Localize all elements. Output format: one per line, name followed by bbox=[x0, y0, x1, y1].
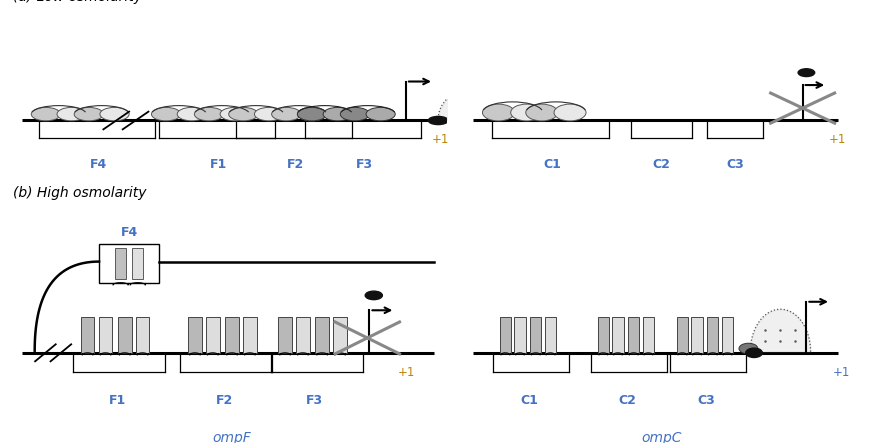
Bar bbox=[115, 248, 126, 280]
Ellipse shape bbox=[194, 107, 223, 121]
Ellipse shape bbox=[526, 104, 558, 121]
Bar bbox=[722, 317, 733, 353]
Text: +1: +1 bbox=[833, 365, 850, 379]
Bar bbox=[136, 317, 150, 353]
Text: F2: F2 bbox=[287, 158, 304, 171]
Circle shape bbox=[745, 348, 762, 358]
Bar bbox=[691, 317, 703, 353]
Ellipse shape bbox=[152, 107, 180, 121]
Ellipse shape bbox=[100, 107, 129, 121]
Bar bbox=[279, 317, 292, 353]
Text: (a) Low osmolarity: (a) Low osmolarity bbox=[13, 0, 143, 4]
Text: ompF: ompF bbox=[213, 431, 251, 443]
Bar bbox=[99, 317, 112, 353]
Text: F1: F1 bbox=[109, 394, 126, 407]
Bar bbox=[545, 317, 556, 353]
Bar bbox=[643, 317, 654, 353]
Ellipse shape bbox=[32, 107, 60, 121]
Text: +1: +1 bbox=[398, 365, 414, 379]
Text: F4: F4 bbox=[121, 226, 138, 239]
Ellipse shape bbox=[366, 107, 395, 121]
Circle shape bbox=[428, 117, 448, 124]
Bar bbox=[499, 317, 511, 353]
Ellipse shape bbox=[74, 107, 103, 121]
Ellipse shape bbox=[554, 104, 586, 121]
Bar bbox=[99, 245, 159, 283]
Bar bbox=[296, 317, 310, 353]
Text: ompC: ompC bbox=[641, 431, 682, 443]
Text: +1: +1 bbox=[829, 133, 846, 146]
Ellipse shape bbox=[511, 104, 543, 121]
Circle shape bbox=[798, 69, 815, 77]
Text: C3: C3 bbox=[726, 158, 744, 171]
Text: (b) High osmolarity: (b) High osmolarity bbox=[13, 186, 146, 200]
Bar bbox=[514, 317, 526, 353]
Bar bbox=[530, 317, 541, 353]
Ellipse shape bbox=[323, 107, 352, 121]
Bar bbox=[612, 317, 624, 353]
Text: F2: F2 bbox=[215, 394, 233, 407]
Text: C1: C1 bbox=[543, 158, 562, 171]
Bar bbox=[707, 317, 718, 353]
Bar bbox=[81, 317, 95, 353]
Ellipse shape bbox=[297, 107, 327, 121]
Text: C2: C2 bbox=[653, 158, 670, 171]
Bar bbox=[206, 317, 220, 353]
Text: C2: C2 bbox=[618, 394, 637, 407]
Bar bbox=[132, 248, 143, 280]
Bar bbox=[315, 317, 329, 353]
Text: C3: C3 bbox=[697, 394, 716, 407]
Ellipse shape bbox=[220, 107, 250, 121]
Text: +1: +1 bbox=[432, 133, 449, 146]
Ellipse shape bbox=[340, 107, 370, 121]
Ellipse shape bbox=[272, 107, 300, 121]
Bar bbox=[225, 317, 239, 353]
Ellipse shape bbox=[254, 107, 284, 121]
Text: C1: C1 bbox=[520, 394, 539, 407]
Circle shape bbox=[365, 291, 382, 299]
Ellipse shape bbox=[229, 107, 258, 121]
Ellipse shape bbox=[57, 107, 86, 121]
Bar bbox=[676, 317, 688, 353]
Text: F1: F1 bbox=[209, 158, 227, 171]
Text: F3: F3 bbox=[306, 394, 323, 407]
Text: F3: F3 bbox=[356, 158, 373, 171]
Bar bbox=[243, 317, 257, 353]
Bar bbox=[628, 317, 639, 353]
Ellipse shape bbox=[483, 104, 514, 121]
Text: F4: F4 bbox=[89, 158, 107, 171]
Bar bbox=[117, 317, 131, 353]
Ellipse shape bbox=[297, 107, 327, 121]
Circle shape bbox=[739, 343, 758, 354]
Ellipse shape bbox=[177, 107, 207, 121]
Bar bbox=[188, 317, 201, 353]
Bar bbox=[597, 317, 609, 353]
Bar bbox=[333, 317, 347, 353]
